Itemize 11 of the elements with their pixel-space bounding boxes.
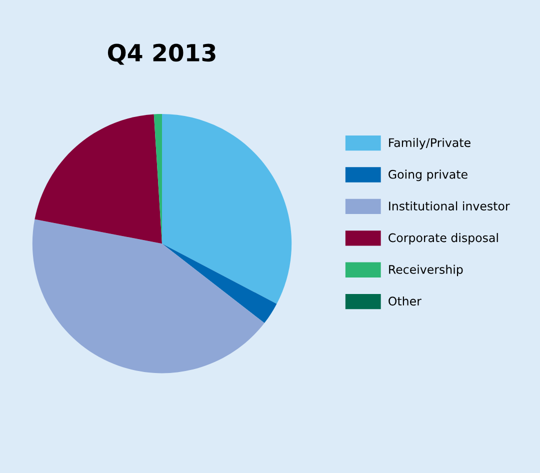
legend-label: Going private bbox=[388, 170, 468, 182]
legend-label: Institutional investor bbox=[389, 201, 510, 210]
legend-label: Corporate disposal bbox=[388, 233, 498, 244]
legend-label: Receivership bbox=[389, 264, 463, 276]
pie-slice bbox=[34, 114, 162, 244]
chart-title: Q4 2013 bbox=[108, 44, 216, 65]
pie-slice bbox=[32, 219, 264, 374]
legend-label: Other bbox=[388, 296, 422, 306]
pie-slice bbox=[162, 244, 277, 324]
legend-label: Family/Private bbox=[389, 138, 470, 150]
pie-slice bbox=[162, 114, 292, 304]
